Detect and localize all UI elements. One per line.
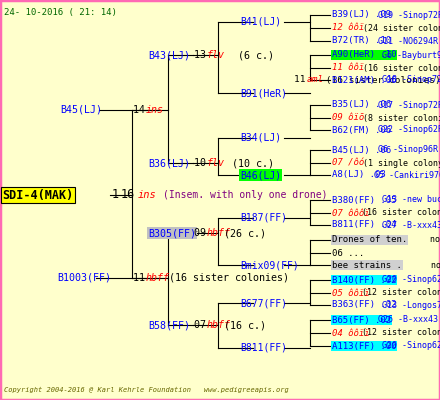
- Text: (24 sister colonies): (24 sister colonies): [358, 24, 440, 32]
- Text: (16 sister colonies): (16 sister colonies): [358, 64, 440, 72]
- Text: (Insem. with only one drone): (Insem. with only one drone): [163, 190, 327, 200]
- Text: B45(LJ) .06: B45(LJ) .06: [332, 146, 391, 154]
- Text: 06 ...: 06 ...: [332, 248, 364, 258]
- Text: (16 sister colonies): (16 sister colonies): [163, 273, 289, 283]
- Text: B58(FF): B58(FF): [148, 320, 190, 330]
- Text: B1003(FF): B1003(FF): [57, 273, 111, 283]
- Text: (26 c.): (26 c.): [224, 228, 266, 238]
- Text: flv: flv: [207, 158, 225, 168]
- Text: B39(LJ) .09: B39(LJ) .09: [332, 10, 391, 20]
- Text: B41(LJ): B41(LJ): [240, 17, 281, 27]
- Text: 07 ôôôï: 07 ôôôï: [332, 208, 370, 218]
- Text: B363(FF) .02: B363(FF) .02: [332, 300, 396, 310]
- Text: B121(AM) .06: B121(AM) .06: [332, 76, 396, 84]
- Text: G13 -new buckfas: G13 -new buckfas: [382, 196, 440, 204]
- Text: G20 -Sinop62R: G20 -Sinop62R: [382, 276, 440, 284]
- Text: (16 c.): (16 c.): [224, 320, 266, 330]
- Text: 24- 10-2016 ( 21: 14): 24- 10-2016 ( 21: 14): [4, 8, 117, 17]
- Text: Copyright 2004-2016 @ Karl Kehrle Foundation   www.pedigreeapis.org: Copyright 2004-2016 @ Karl Kehrle Founda…: [4, 387, 289, 393]
- Text: (16 sister colonies): (16 sister colonies): [362, 208, 440, 218]
- Text: 07: 07: [194, 320, 212, 330]
- Text: bee strains .: bee strains .: [332, 260, 402, 270]
- Text: B62(FM) .06: B62(FM) .06: [332, 126, 391, 134]
- Text: B811(FF): B811(FF): [240, 343, 287, 353]
- Text: aml: aml: [307, 76, 324, 84]
- Text: B72(TR) .10: B72(TR) .10: [332, 36, 391, 46]
- Text: 11 ôôï: 11 ôôï: [332, 64, 364, 72]
- Text: no more: no more: [390, 236, 440, 244]
- Text: 09 ôïõ: 09 ôïõ: [332, 114, 364, 122]
- Text: G13 -Longos77R: G13 -Longos77R: [382, 300, 440, 310]
- Text: B91(HeR): B91(HeR): [240, 88, 287, 98]
- Text: 1: 1: [112, 188, 119, 202]
- Text: (1 single colony): (1 single colony): [358, 158, 440, 168]
- Text: B65(FF) .02: B65(FF) .02: [332, 316, 391, 324]
- Text: flv: flv: [207, 50, 225, 60]
- Text: (12 sister colonies): (12 sister colonies): [362, 328, 440, 338]
- Text: 07 /ôó: 07 /ôó: [332, 158, 364, 168]
- Text: B43(LJ): B43(LJ): [148, 50, 190, 60]
- Text: Drones of ten.: Drones of ten.: [332, 236, 407, 244]
- Text: hbff: hbff: [207, 228, 231, 238]
- Text: 11: 11: [133, 273, 151, 283]
- Text: 04 ôôïï: 04 ôôïï: [332, 328, 370, 338]
- Text: 09: 09: [194, 228, 212, 238]
- Text: (8 sister colonies): (8 sister colonies): [358, 114, 440, 122]
- Text: G6 -Bayburt98-3: G6 -Bayburt98-3: [382, 50, 440, 60]
- Text: B811(FF) .04: B811(FF) .04: [332, 220, 396, 230]
- Text: B187(FF): B187(FF): [240, 213, 287, 223]
- Text: 05 ôôïï: 05 ôôïï: [332, 288, 370, 298]
- Text: 13: 13: [194, 50, 212, 60]
- Text: G18 -Sinop72R: G18 -Sinop72R: [382, 76, 440, 84]
- Text: B305(FF): B305(FF): [148, 228, 196, 238]
- Text: 10: 10: [194, 158, 212, 168]
- Text: B45(LJ): B45(LJ): [60, 105, 102, 115]
- Text: 12 ôôï: 12 ôôï: [332, 24, 364, 32]
- Text: (6 c.): (6 c.): [220, 50, 274, 60]
- Text: B36(LJ): B36(LJ): [148, 158, 190, 168]
- Text: hbff: hbff: [207, 320, 231, 330]
- Text: G6 -Sinop96R: G6 -Sinop96R: [378, 146, 438, 154]
- Text: G19 -Sinop72R: G19 -Sinop72R: [378, 10, 440, 20]
- Text: ins: ins: [138, 190, 157, 200]
- Text: G5 -Cankiri97Q: G5 -Cankiri97Q: [374, 170, 440, 180]
- Text: hbff: hbff: [146, 273, 170, 283]
- Text: Bmix09(FF): Bmix09(FF): [240, 260, 299, 270]
- Text: no more: no more: [386, 260, 440, 270]
- Text: B380(FF) .05: B380(FF) .05: [332, 196, 396, 204]
- Text: (12 sister colonies): (12 sister colonies): [362, 288, 440, 298]
- Text: G20 -Sinop62R: G20 -Sinop62R: [382, 342, 440, 350]
- Text: G22 -Sinop62R: G22 -Sinop62R: [378, 126, 440, 134]
- Text: G17 -Sinop72R: G17 -Sinop72R: [378, 100, 440, 110]
- Text: 16: 16: [121, 188, 135, 202]
- Text: SDI-4(MAK): SDI-4(MAK): [2, 188, 73, 202]
- Text: G26 -B-xxx43: G26 -B-xxx43: [378, 316, 438, 324]
- Text: 11: 11: [294, 76, 311, 84]
- Text: A8(LJ) .03: A8(LJ) .03: [332, 170, 386, 180]
- Text: (10 c.): (10 c.): [220, 158, 274, 168]
- Text: (16 sister colonies): (16 sister colonies): [320, 76, 440, 84]
- Text: G27 -B-xxx43: G27 -B-xxx43: [382, 220, 440, 230]
- Text: B46(LJ): B46(LJ): [240, 170, 281, 180]
- Text: B140(FF) .02: B140(FF) .02: [332, 276, 396, 284]
- Text: 14: 14: [133, 105, 151, 115]
- Text: ins: ins: [146, 105, 164, 115]
- Text: B35(LJ) .06: B35(LJ) .06: [332, 100, 391, 110]
- Text: A113(FF) .00: A113(FF) .00: [332, 342, 396, 350]
- Text: B677(FF): B677(FF): [240, 298, 287, 308]
- Text: A90(HeR) .10: A90(HeR) .10: [332, 50, 396, 60]
- Text: B34(LJ): B34(LJ): [240, 133, 281, 143]
- Text: G11 -NO6294R: G11 -NO6294R: [378, 36, 438, 46]
